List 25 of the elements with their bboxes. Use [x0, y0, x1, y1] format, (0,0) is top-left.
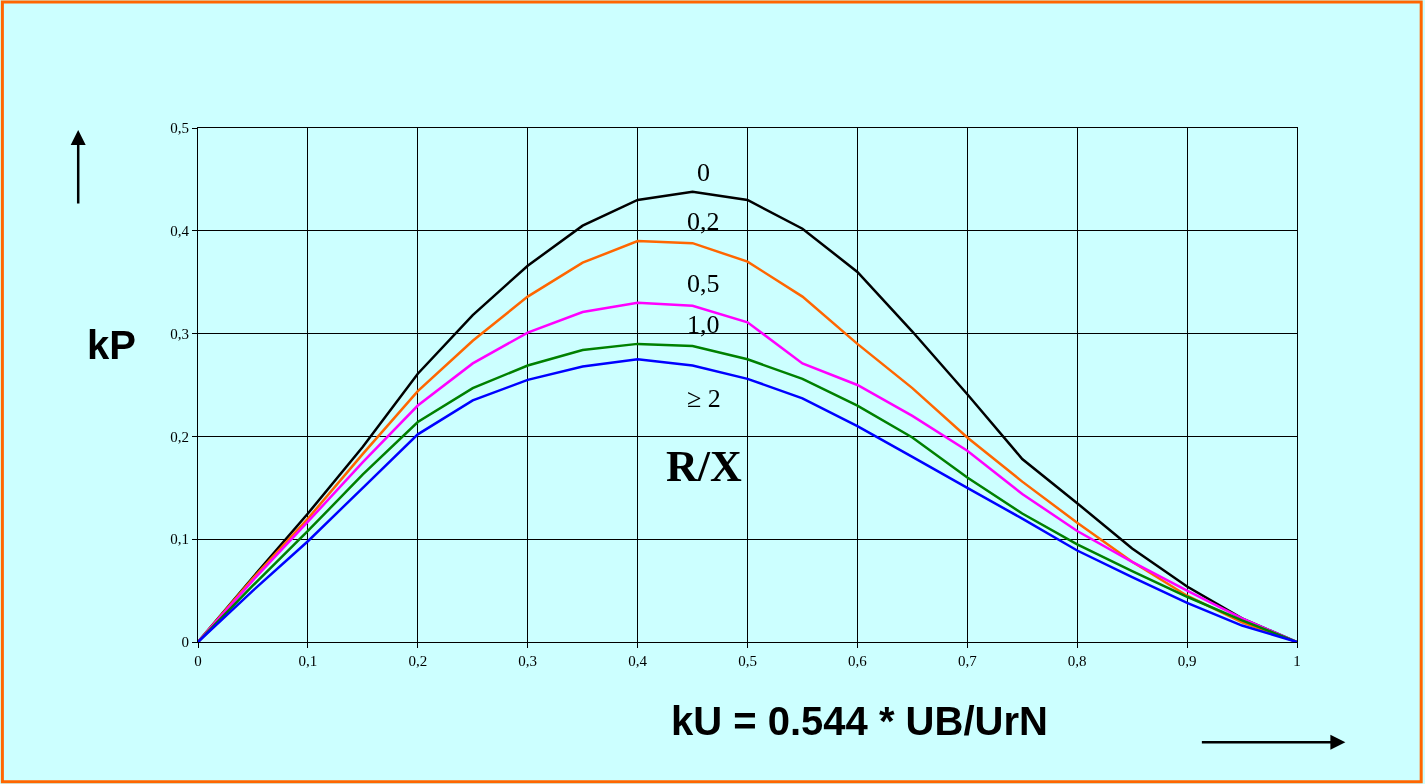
x-tick-label: 0,6: [848, 653, 868, 669]
y-axis-title: kP: [87, 323, 136, 367]
y-tick-label: 0,2: [170, 428, 189, 445]
x-tick-label: 1: [1293, 653, 1301, 669]
y-tick-label: 0,5: [170, 120, 189, 137]
x-tick-label: 0,8: [1067, 653, 1087, 669]
x-axis-title: kU = 0.544 * UB/UrN: [671, 699, 1048, 743]
x-tick-label: 0,2: [408, 653, 428, 669]
y-tick-label: 0,3: [170, 325, 189, 342]
y-tick-label: 0: [181, 634, 189, 651]
x-tick-label: 0,1: [298, 653, 318, 669]
annotation: R/X: [666, 442, 742, 491]
x-tick-label: 0,9: [1177, 653, 1197, 669]
x-tick-label: 0,4: [628, 653, 648, 669]
series-label: 0,2: [687, 207, 720, 236]
y-tick-label: 0,1: [170, 531, 189, 548]
x-tick-label: 0,5: [738, 653, 757, 669]
x-tick-label: 0: [194, 653, 202, 669]
series-label: ≥ 2: [687, 384, 721, 413]
x-tick-label: 0,3: [518, 653, 538, 669]
series-label: 0: [697, 158, 710, 187]
y-tick-label: 0,4: [170, 223, 190, 240]
x-tick-label: 0,7: [957, 653, 978, 669]
series-label: 1,0: [687, 310, 720, 339]
series-label: 0,5: [687, 269, 720, 298]
